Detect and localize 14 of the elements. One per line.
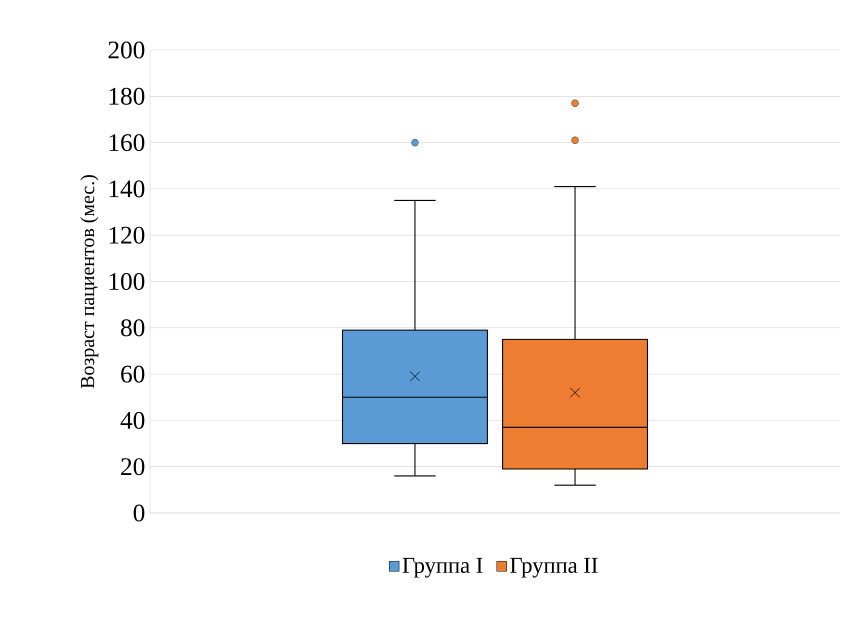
y-tick-label: 80	[121, 319, 144, 336]
y-tick-label: 40	[120, 412, 144, 429]
y-axis-title: Возраст пациентов (мес.)	[80, 175, 98, 388]
legend-label: Группа I	[402, 558, 482, 578]
y-tick-label: 0	[134, 504, 144, 522]
y-tick-label: 140	[110, 180, 144, 198]
y-tick-label: 20	[121, 458, 144, 476]
y-tick-label: 200	[108, 41, 144, 59]
legend-label: Группа II	[510, 558, 598, 578]
y-tick-label: 60	[121, 366, 144, 383]
y-tick-label: 100	[110, 272, 144, 290]
y-tick-label: 180	[110, 88, 144, 105]
y-tick-label: 120	[110, 226, 144, 244]
y-tick-label: 160	[110, 134, 144, 152]
